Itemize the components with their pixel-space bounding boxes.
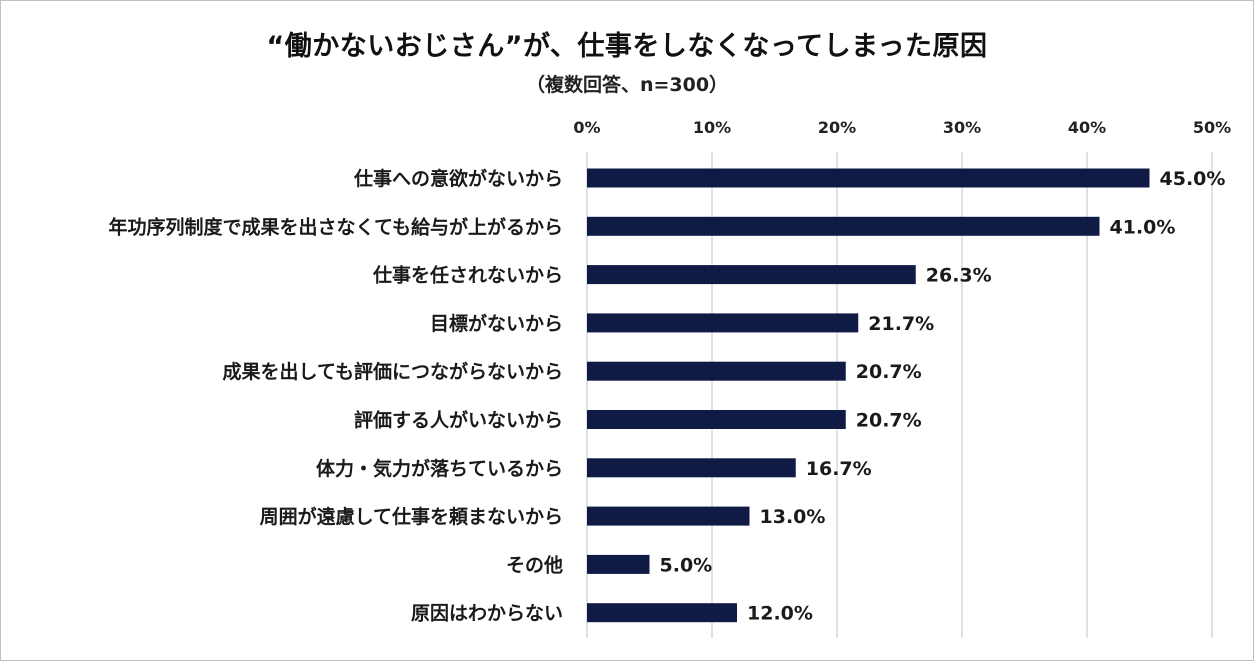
bar: [587, 554, 650, 574]
value-label: 5.0%: [660, 554, 713, 576]
bar: [587, 216, 1100, 236]
x-tick-label: 10%: [693, 118, 731, 137]
value-label: 26.3%: [926, 265, 992, 287]
x-tick-label: 40%: [1068, 118, 1106, 137]
category-label: 体力・気力が落ちているから: [316, 457, 563, 480]
category-label: 原因はわからない: [411, 603, 563, 625]
bar: [587, 506, 750, 526]
bar: [587, 603, 737, 623]
bar: [587, 313, 859, 333]
bars: [587, 168, 1150, 623]
bar: [587, 361, 846, 381]
value-label: 21.7%: [868, 313, 934, 335]
x-tick-label: 0%: [573, 118, 600, 137]
x-tick-label: 30%: [943, 118, 981, 137]
category-label: その他: [506, 553, 563, 576]
category-label: 仕事への意欲がないから: [353, 167, 563, 190]
chart-title: “働かないおじさん”が、仕事をしなくなってしまった原因: [266, 31, 988, 62]
category-label: 仕事を任されないから: [372, 264, 563, 287]
category-labels: 仕事への意欲がないから年功序列制度で成果を出さなくても給与が上がるから仕事を任さ…: [109, 167, 563, 625]
value-label: 20.7%: [856, 361, 922, 383]
value-label: 20.7%: [856, 410, 922, 432]
chart-subtitle: （複数回答、n=300）: [525, 74, 729, 96]
value-label: 13.0%: [760, 506, 826, 528]
category-label: 周囲が遠慮して仕事を頼まないから: [260, 505, 563, 528]
value-labels: 45.0% 41.0% 26.3% 21.7% 20.7% 20.7% 16.7% 13.0%…: [660, 168, 1226, 625]
bar: [587, 265, 916, 285]
value-label: 45.0%: [1160, 168, 1226, 190]
value-label: 12.0%: [747, 603, 813, 625]
x-tick-label: 20%: [818, 118, 856, 137]
category-label: 成果を出しても評価につながらないから: [223, 360, 563, 383]
category-label: 目標がないから: [430, 312, 563, 335]
bar: [587, 168, 1150, 188]
category-label: 年功序列制度で成果を出さなくても給与が上がるから: [109, 215, 563, 238]
category-label: 評価する人がいないから: [354, 409, 563, 432]
x-axis-ticks: 0% 10% 20% 30% 40% 50%: [573, 118, 1231, 137]
value-label: 41.0%: [1110, 216, 1176, 238]
value-label: 16.7%: [806, 458, 872, 480]
bar: [587, 410, 846, 429]
x-tick-label: 50%: [1193, 118, 1231, 137]
bar: [587, 458, 796, 478]
